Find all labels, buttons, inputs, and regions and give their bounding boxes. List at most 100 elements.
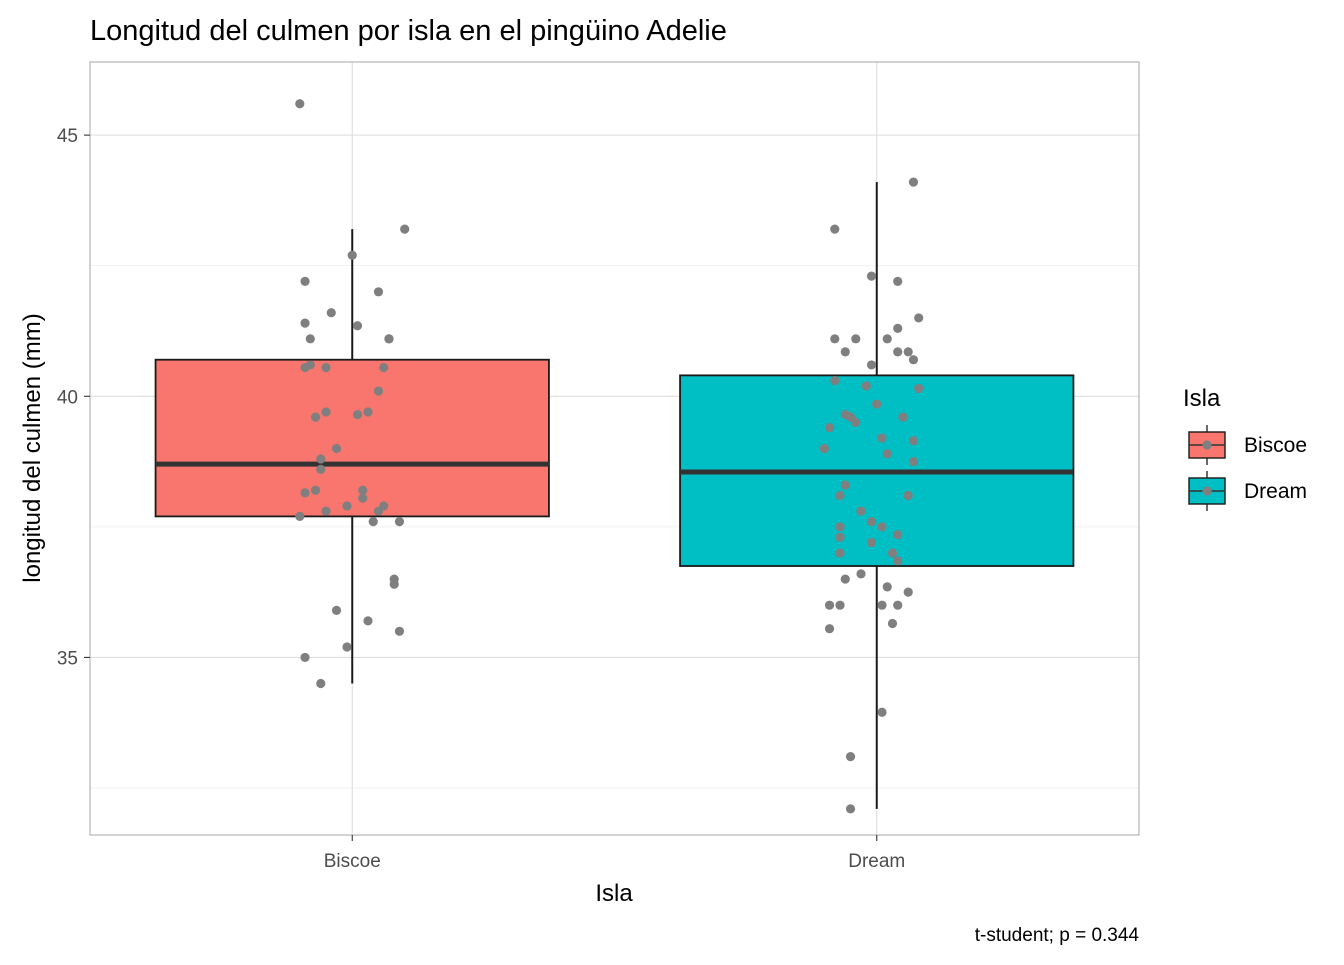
data-point — [373, 287, 384, 297]
data-point — [908, 436, 919, 446]
data-point — [866, 360, 877, 370]
data-point — [903, 347, 913, 357]
data-point — [893, 556, 903, 566]
data-point — [840, 347, 850, 357]
data-point — [893, 276, 903, 286]
y-tick-label: 40 — [57, 387, 78, 408]
data-point — [835, 600, 845, 610]
data-point — [887, 548, 898, 558]
data-point — [835, 548, 845, 558]
data-point — [300, 652, 310, 663]
data-point — [908, 355, 919, 365]
data-point — [331, 605, 342, 616]
data-point — [877, 522, 887, 532]
x-tick-label: Biscoe — [324, 851, 381, 872]
y-tick-label: 35 — [57, 648, 78, 669]
data-point — [363, 616, 373, 626]
data-point — [835, 532, 845, 542]
data-point — [908, 456, 919, 467]
data-point — [845, 804, 856, 814]
data-point — [300, 318, 310, 328]
caption: t-student; p = 0.344 — [975, 925, 1140, 946]
data-point — [342, 642, 352, 652]
data-point — [379, 362, 389, 373]
data-point — [819, 443, 829, 454]
data-point — [830, 224, 840, 234]
data-point — [856, 506, 866, 516]
data-point — [400, 224, 410, 234]
y-tick-label: 45 — [57, 126, 78, 147]
box — [154, 358, 550, 518]
data-point — [363, 407, 373, 417]
data-point — [866, 537, 877, 548]
data-point — [866, 517, 877, 527]
data-point — [882, 334, 892, 344]
data-point — [845, 752, 856, 762]
data-point — [295, 511, 305, 521]
data-point — [893, 530, 903, 540]
legend-label: Biscoe — [1244, 434, 1307, 457]
data-point — [295, 99, 305, 109]
data-point — [358, 493, 368, 503]
data-point — [331, 443, 342, 454]
data-point — [310, 485, 321, 495]
data-point — [898, 412, 908, 422]
data-point — [893, 600, 903, 610]
data-point — [835, 490, 845, 501]
data-point — [358, 485, 368, 495]
data-point — [824, 624, 835, 634]
legend-label: Dream — [1244, 480, 1307, 503]
legend-key-point — [1202, 486, 1212, 496]
data-point — [861, 381, 871, 391]
boxes — [154, 182, 1075, 809]
data-point — [316, 678, 326, 689]
plot-panel-border — [89, 61, 1140, 836]
data-point — [830, 376, 840, 386]
legend-key-point — [1202, 440, 1212, 450]
data-point — [882, 582, 892, 592]
axes: 35 40 45 Biscoe Dream — [57, 126, 905, 872]
data-point — [877, 600, 887, 610]
data-point — [856, 569, 866, 579]
data-point — [887, 618, 898, 629]
y-axis-label: longitud del culmen (mm) — [19, 313, 46, 582]
data-point — [321, 362, 331, 373]
data-point — [914, 313, 924, 323]
data-point — [835, 522, 845, 532]
data-point — [851, 334, 861, 344]
data-point — [824, 600, 835, 610]
data-point — [368, 517, 378, 527]
data-point — [321, 407, 331, 417]
data-point — [352, 409, 363, 420]
data-point — [840, 574, 850, 584]
data-point — [300, 276, 310, 286]
data-point — [342, 501, 352, 511]
data-point — [824, 423, 835, 433]
x-tick-label: Dream — [848, 851, 905, 872]
x-axis-label: Isla — [595, 880, 633, 907]
legend-title: Isla — [1183, 385, 1221, 412]
data-point — [310, 412, 321, 422]
data-point — [851, 417, 861, 427]
data-point — [877, 707, 887, 717]
data-point — [300, 488, 310, 498]
data-point — [903, 587, 913, 597]
data-point — [877, 433, 887, 443]
data-point — [316, 464, 326, 474]
data-point — [903, 490, 913, 501]
data-point — [840, 480, 850, 490]
data-point — [373, 506, 384, 516]
data-point — [321, 506, 331, 516]
data-point — [347, 250, 357, 260]
data-point — [908, 177, 919, 187]
legend: Isla Biscoe Dream — [1183, 385, 1307, 511]
data-point — [866, 271, 877, 281]
data-point — [394, 517, 405, 527]
data-point — [872, 399, 882, 409]
data-point — [305, 360, 315, 370]
data-point — [305, 334, 315, 344]
data-point — [389, 579, 399, 589]
data-point — [830, 334, 840, 344]
